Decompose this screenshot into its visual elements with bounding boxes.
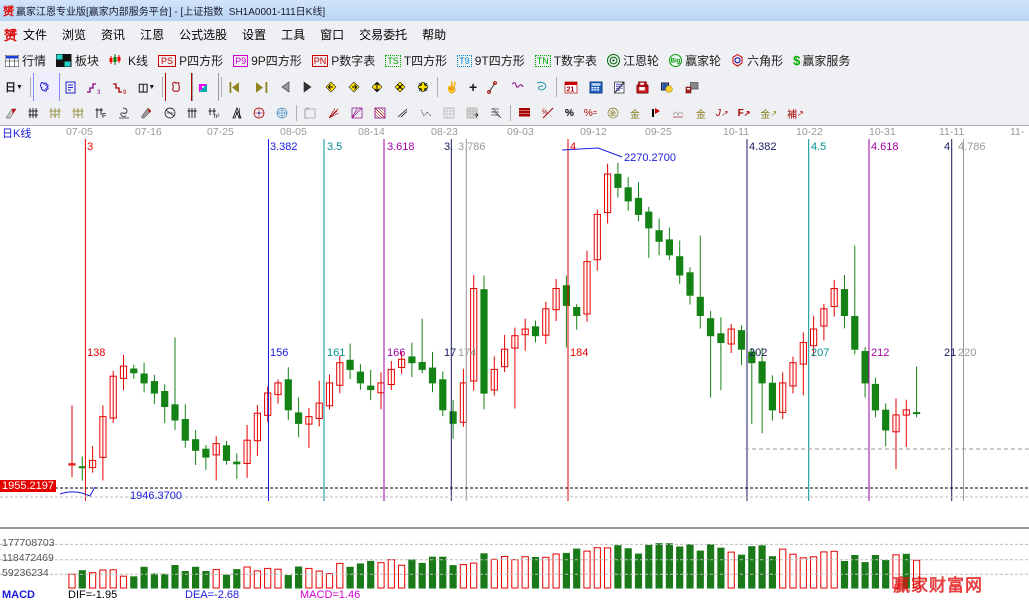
svg-text:n²: n² — [214, 114, 219, 119]
svg-text:F: F — [102, 113, 106, 119]
svg-text:%: % — [542, 110, 548, 116]
svg-text:金: 金 — [609, 109, 616, 118]
svg-text:21: 21 — [567, 86, 575, 93]
svg-text:3: 3 — [97, 90, 101, 94]
svg-text:Big: Big — [671, 59, 681, 65]
svg-text:9: 9 — [123, 90, 127, 94]
